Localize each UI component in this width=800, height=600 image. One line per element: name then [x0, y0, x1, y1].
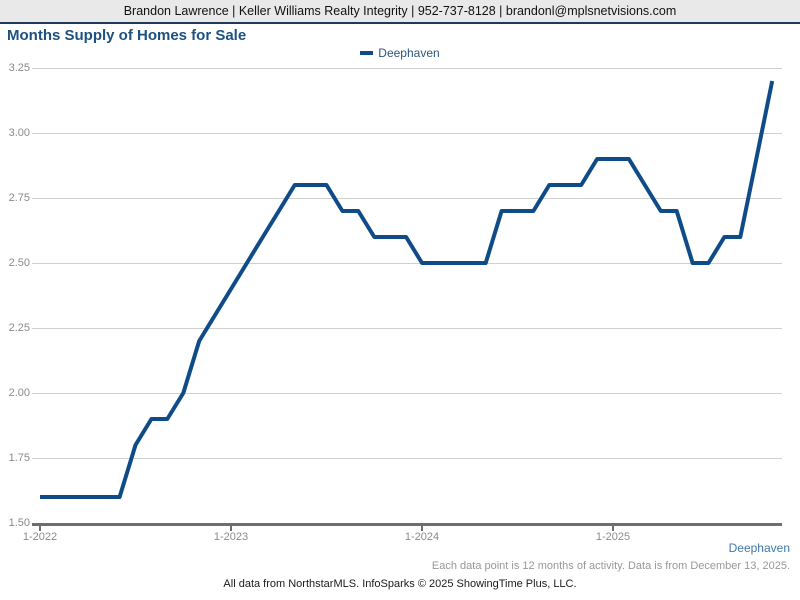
x-axis-label: 1-2023	[213, 531, 249, 543]
y-axis-label: 1.50	[8, 517, 30, 529]
x-axis-tick	[612, 526, 614, 531]
y-axis-label: 2.00	[8, 387, 30, 399]
y-axis-label: 3.00	[8, 127, 30, 139]
x-axis-tick	[230, 526, 232, 531]
x-axis-line	[32, 523, 782, 526]
y-gridline	[32, 392, 782, 394]
legend-line-swatch-icon	[360, 51, 374, 55]
contact-line: Brandon Lawrence | Keller Williams Realt…	[123, 4, 677, 18]
legend-series-label: Deephaven	[378, 46, 440, 60]
x-axis-label: 1-2024	[404, 531, 440, 543]
chart-legend: Deephaven	[0, 46, 800, 60]
y-axis-label: 2.50	[8, 257, 30, 269]
y-gridline	[32, 197, 782, 199]
y-axis-label: 2.75	[8, 192, 30, 204]
y-gridline	[32, 327, 782, 329]
y-axis-label: 3.25	[8, 62, 30, 74]
header-contact-bar: Brandon Lawrence | Keller Williams Realt…	[0, 0, 800, 24]
attribution-line: All data from NorthstarMLS. InfoSparks ©…	[223, 578, 577, 590]
x-axis-label: 1-2025	[595, 531, 631, 543]
data-footnote: Each data point is 12 months of activity…	[431, 560, 790, 572]
y-axis-label: 2.25	[8, 322, 30, 334]
y-gridline	[32, 457, 782, 459]
series-line-deephaven	[40, 80, 775, 499]
page-title: Months Supply of Homes for Sale	[7, 27, 247, 44]
y-gridline	[32, 67, 782, 69]
y-gridline	[32, 132, 782, 134]
y-axis-label: 1.75	[8, 452, 30, 464]
x-axis-label: 1-2022	[22, 531, 58, 543]
bottom-series-label: Deephaven	[728, 541, 790, 555]
x-axis-tick	[39, 526, 41, 531]
x-axis-tick	[421, 526, 423, 531]
y-gridline	[32, 262, 782, 264]
